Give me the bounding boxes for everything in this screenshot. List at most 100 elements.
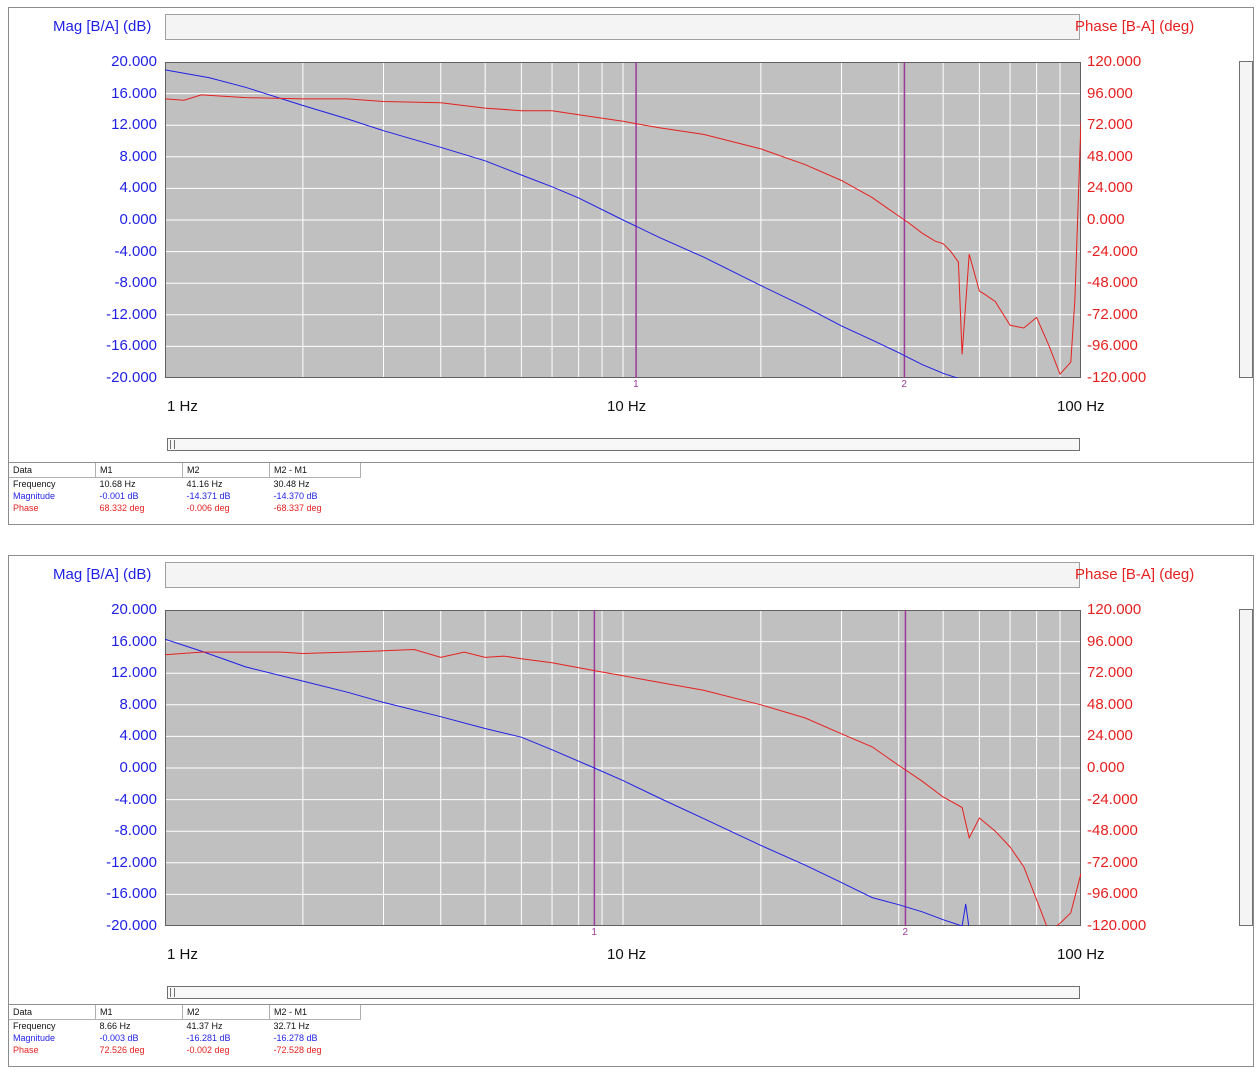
plot-frame bbox=[165, 62, 1081, 378]
table-cell: -68.337 deg bbox=[273, 503, 322, 513]
table-cell: -14.371 dB bbox=[186, 491, 231, 501]
frequency-tick-label: 1 Hz bbox=[167, 398, 198, 415]
magnitude-tick-label: -20.000 bbox=[106, 917, 157, 934]
table-cell: -0.002 deg bbox=[186, 1045, 230, 1055]
table-header: M2 bbox=[182, 1005, 270, 1020]
magnitude-axis-label: Mag [B/A] (dB) bbox=[53, 18, 152, 35]
series-phase bbox=[165, 94, 1081, 376]
table-row: Magnitude -0.003 dB -16.281 dB -16.278 dB bbox=[9, 1032, 361, 1044]
table-cell: 41.37 Hz bbox=[186, 1021, 223, 1031]
vertical-scrollbar[interactable] bbox=[1239, 609, 1253, 926]
magnitude-tick-label: 16.000 bbox=[111, 632, 157, 650]
table-cell: Magnitude bbox=[13, 1033, 56, 1043]
magnitude-tick-label: 20.000 bbox=[111, 601, 157, 618]
table-header: M2 - M1 bbox=[269, 1005, 361, 1020]
table-header-row: Data M1 M2 M2 - M1 bbox=[9, 463, 361, 478]
magnitude-tick-label: 16.000 bbox=[111, 84, 157, 102]
phase-tick-label: -120.000 bbox=[1087, 369, 1147, 386]
marker-label-1: 1 bbox=[633, 379, 639, 390]
magnitude-tick-label: 0.000 bbox=[119, 211, 157, 228]
table-cell: Phase bbox=[13, 1045, 39, 1055]
table-row: Frequency 10.68 Hz 41.16 Hz 30.48 Hz bbox=[9, 478, 361, 491]
marker-data-table: Data M1 M2 M2 - M1 Frequency 10.68 Hz 41.16 Hz… bbox=[9, 462, 1253, 527]
magnitude-tick-label: -16.000 bbox=[106, 885, 157, 903]
horizontal-scrollbar[interactable] bbox=[167, 986, 1080, 999]
phase-tick-label: 96.000 bbox=[1087, 632, 1133, 650]
marker-data-table: Data M1 M2 M2 - M1 Frequency 8.66 Hz 41.37 Hz 3… bbox=[9, 1004, 1253, 1069]
phase-tick-label: -24.000 bbox=[1087, 790, 1138, 808]
magnitude-tick-label: -4.000 bbox=[114, 242, 157, 260]
phase-tick-label: -72.000 bbox=[1087, 305, 1138, 323]
magnitude-tick-label: 4.000 bbox=[119, 179, 157, 197]
phase-tick-label: 72.000 bbox=[1087, 664, 1133, 682]
phase-tick-label: -96.000 bbox=[1087, 337, 1138, 355]
phase-tick-label: 0.000 bbox=[1087, 211, 1125, 228]
series-phase bbox=[165, 648, 1081, 926]
magnitude-tick-label: 8.000 bbox=[119, 695, 157, 713]
series-magnitude bbox=[165, 638, 970, 926]
magnitude-tick-label: 4.000 bbox=[119, 727, 157, 745]
table-cell: -16.278 dB bbox=[273, 1033, 318, 1043]
phase-tick-label: 24.000 bbox=[1087, 727, 1133, 745]
phase-tick-label: 72.000 bbox=[1087, 116, 1133, 134]
phase-tick-label: -24.000 bbox=[1087, 242, 1138, 260]
plot-frame bbox=[165, 610, 1081, 926]
marker-label-1: 1 bbox=[591, 927, 597, 938]
magnitude-tick-label: -12.000 bbox=[106, 305, 157, 323]
table-header: M2 - M1 bbox=[269, 463, 361, 478]
scrollbar-thumb[interactable] bbox=[170, 988, 175, 997]
table-cell: -0.006 deg bbox=[186, 503, 230, 513]
table-row: Phase 72.526 deg -0.002 deg -72.528 deg bbox=[9, 1044, 361, 1056]
magnitude-tick-label: -4.000 bbox=[114, 790, 157, 808]
phase-tick-label: -120.000 bbox=[1087, 917, 1147, 934]
table-cell: 30.48 Hz bbox=[273, 479, 310, 489]
table-cell: 72.526 deg bbox=[99, 1045, 145, 1055]
bode-panel-2: Mag [B/A] (dB) Phase [B-A] (deg) Data M1 M… bbox=[8, 555, 1254, 1067]
table-cell: 41.16 Hz bbox=[186, 479, 223, 489]
horizontal-scrollbar[interactable] bbox=[167, 438, 1080, 451]
vertical-scrollbar[interactable] bbox=[1239, 61, 1253, 378]
phase-tick-label: -72.000 bbox=[1087, 853, 1138, 871]
frequency-tick-label: 10 Hz bbox=[607, 946, 647, 963]
phase-tick-label: 24.000 bbox=[1087, 179, 1133, 197]
table-cell: Frequency bbox=[13, 1021, 56, 1031]
table-cell: -0.001 dB bbox=[99, 491, 139, 501]
magnitude-tick-label: 8.000 bbox=[119, 147, 157, 165]
marker-label-2: 2 bbox=[901, 379, 907, 390]
phase-tick-label: 48.000 bbox=[1087, 147, 1133, 165]
phase-tick-label: -48.000 bbox=[1087, 822, 1138, 840]
table-header: M1 bbox=[95, 463, 183, 478]
plot-area[interactable] bbox=[165, 610, 1081, 926]
frequency-tick-label: 100 Hz bbox=[1057, 398, 1105, 415]
magnitude-tick-label: 12.000 bbox=[111, 116, 157, 134]
table-row: Magnitude -0.001 dB -14.371 dB -14.370 dB bbox=[9, 490, 361, 502]
series-magnitude bbox=[165, 69, 959, 378]
magnitude-tick-label: -8.000 bbox=[114, 822, 157, 840]
frequency-tick-label: 10 Hz bbox=[607, 398, 647, 415]
table-cell: -14.370 dB bbox=[273, 491, 318, 501]
frequency-tick-label: 100 Hz bbox=[1057, 946, 1105, 963]
trace-title-box bbox=[165, 14, 1080, 40]
frequency-tick-label: 1 Hz bbox=[167, 946, 198, 963]
phase-tick-label: 0.000 bbox=[1087, 759, 1125, 776]
phase-tick-label: 48.000 bbox=[1087, 695, 1133, 713]
magnitude-tick-label: 12.000 bbox=[111, 664, 157, 682]
phase-tick-label: -96.000 bbox=[1087, 885, 1138, 903]
phase-tick-label: 120.000 bbox=[1087, 601, 1142, 618]
table-cell: 10.68 Hz bbox=[99, 479, 136, 489]
table-row: Frequency 8.66 Hz 41.37 Hz 32.71 Hz bbox=[9, 1020, 361, 1033]
table-cell: -72.528 deg bbox=[273, 1045, 322, 1055]
plot-area[interactable] bbox=[165, 62, 1081, 378]
phase-axis-label: Phase [B-A] (deg) bbox=[1075, 18, 1195, 35]
bode-panel-1: Mag [B/A] (dB) Phase [B-A] (deg) Data M1 M… bbox=[8, 7, 1254, 525]
magnitude-tick-label: -16.000 bbox=[106, 337, 157, 355]
magnitude-tick-label: -8.000 bbox=[114, 274, 157, 292]
table-cell: Magnitude bbox=[13, 491, 56, 501]
table-cell: 68.332 deg bbox=[99, 503, 145, 513]
scrollbar-thumb[interactable] bbox=[170, 440, 175, 449]
magnitude-axis-label: Mag [B/A] (dB) bbox=[53, 566, 152, 583]
phase-tick-label: -48.000 bbox=[1087, 274, 1138, 292]
table-cell: 8.66 Hz bbox=[99, 1021, 131, 1031]
magnitude-tick-label: -20.000 bbox=[106, 369, 157, 386]
phase-tick-label: 96.000 bbox=[1087, 84, 1133, 102]
